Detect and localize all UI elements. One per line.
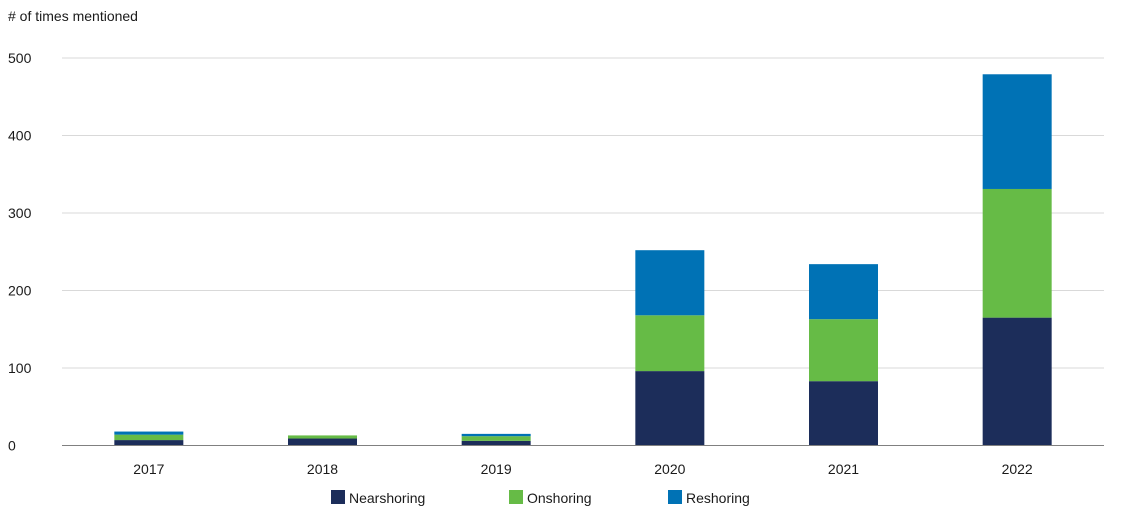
y-axis-ticks: 0 100 200 300 400 500 [8,50,32,454]
legend-item-onshoring: Onshoring [509,490,592,506]
y-tick-label: 200 [8,283,32,299]
legend-swatch [331,490,345,504]
legend-item-reshoring: Reshoring [668,490,750,506]
x-tick-label: 2022 [1002,461,1033,477]
bar-onshoring-2021 [809,319,878,382]
x-axis-ticks: 2017 2018 2019 2020 2021 2022 [133,461,1033,477]
bar-reshoring-2019 [461,433,531,437]
bar-onshoring-2018 [288,435,357,439]
bar-onshoring-2019 [461,436,531,441]
legend-swatch [509,490,523,504]
bars [114,74,1052,446]
y-axis-label: # of times mentioned [8,8,138,24]
bar-nearshoring-2018 [288,438,357,446]
x-tick-label: 2020 [654,461,685,477]
grid-lines [62,57,1104,369]
legend-label: Onshoring [527,490,592,506]
y-tick-label: 100 [8,360,32,376]
legend-swatch [668,490,682,504]
legend: Nearshoring Onshoring Reshoring [331,490,750,506]
bar-reshoring-2021 [809,264,878,320]
legend-label: Reshoring [686,490,750,506]
x-tick-label: 2018 [307,461,338,477]
bar-reshoring-2017 [114,431,184,435]
bar-nearshoring-2020 [635,371,705,446]
bar-onshoring-2020 [635,315,705,372]
bar-nearshoring-2021 [809,381,878,446]
x-tick-label: 2017 [133,461,164,477]
x-tick-label: 2019 [481,461,512,477]
bar-nearshoring-2017 [114,440,184,446]
x-tick-label: 2021 [828,461,859,477]
y-tick-label: 0 [8,438,16,454]
y-tick-label: 400 [8,128,32,144]
bar-onshoring-2017 [114,434,184,441]
bar-nearshoring-2022 [982,317,1052,446]
bar-onshoring-2022 [982,188,1052,318]
bar-reshoring-2022 [982,74,1052,189]
legend-label: Nearshoring [349,490,425,506]
bar-reshoring-2020 [635,250,705,316]
legend-item-nearshoring: Nearshoring [331,490,425,506]
y-tick-label: 300 [8,205,32,221]
y-tick-label: 500 [8,50,32,66]
bar-nearshoring-2019 [461,440,531,446]
